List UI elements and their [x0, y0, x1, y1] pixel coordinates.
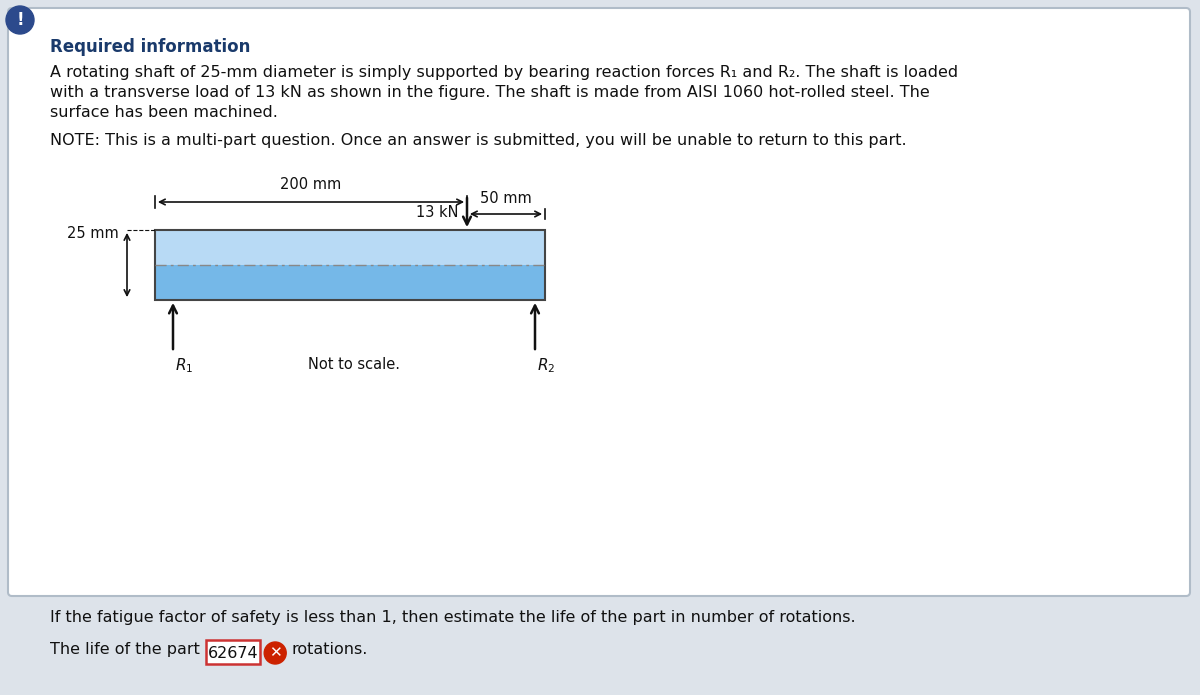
Text: surface has been machined.: surface has been machined.: [50, 105, 278, 120]
Text: $R_1$: $R_1$: [175, 356, 193, 375]
Text: with a transverse load of 13 kN as shown in the figure. The shaft is made from A: with a transverse load of 13 kN as shown…: [50, 85, 930, 100]
Text: 62674: 62674: [208, 646, 258, 660]
Text: The life of the part is: The life of the part is: [50, 642, 223, 657]
FancyBboxPatch shape: [8, 8, 1190, 596]
Text: !: !: [16, 11, 24, 29]
Text: Not to scale.: Not to scale.: [308, 357, 400, 372]
Text: 25 mm: 25 mm: [67, 226, 119, 241]
Text: 13 kN: 13 kN: [416, 205, 458, 220]
Text: A rotating shaft of 25-mm diameter is simply supported by bearing reaction force: A rotating shaft of 25-mm diameter is si…: [50, 65, 958, 80]
Text: ✕: ✕: [269, 646, 282, 660]
Text: rotations.: rotations.: [292, 642, 367, 657]
Circle shape: [264, 642, 287, 664]
Text: $R_2$: $R_2$: [538, 356, 556, 375]
FancyBboxPatch shape: [206, 640, 260, 664]
Bar: [155, 265, 545, 300]
Text: 200 mm: 200 mm: [281, 177, 342, 192]
Text: Required information: Required information: [50, 38, 251, 56]
Text: NOTE: This is a multi-part question. Once an answer is submitted, you will be un: NOTE: This is a multi-part question. Onc…: [50, 133, 907, 148]
Bar: [155, 230, 545, 300]
Text: 50 mm: 50 mm: [480, 191, 532, 206]
Circle shape: [6, 6, 34, 34]
Bar: [155, 230, 545, 265]
Text: If the fatigue factor of safety is less than 1, then estimate the life of the pa: If the fatigue factor of safety is less …: [50, 610, 856, 625]
